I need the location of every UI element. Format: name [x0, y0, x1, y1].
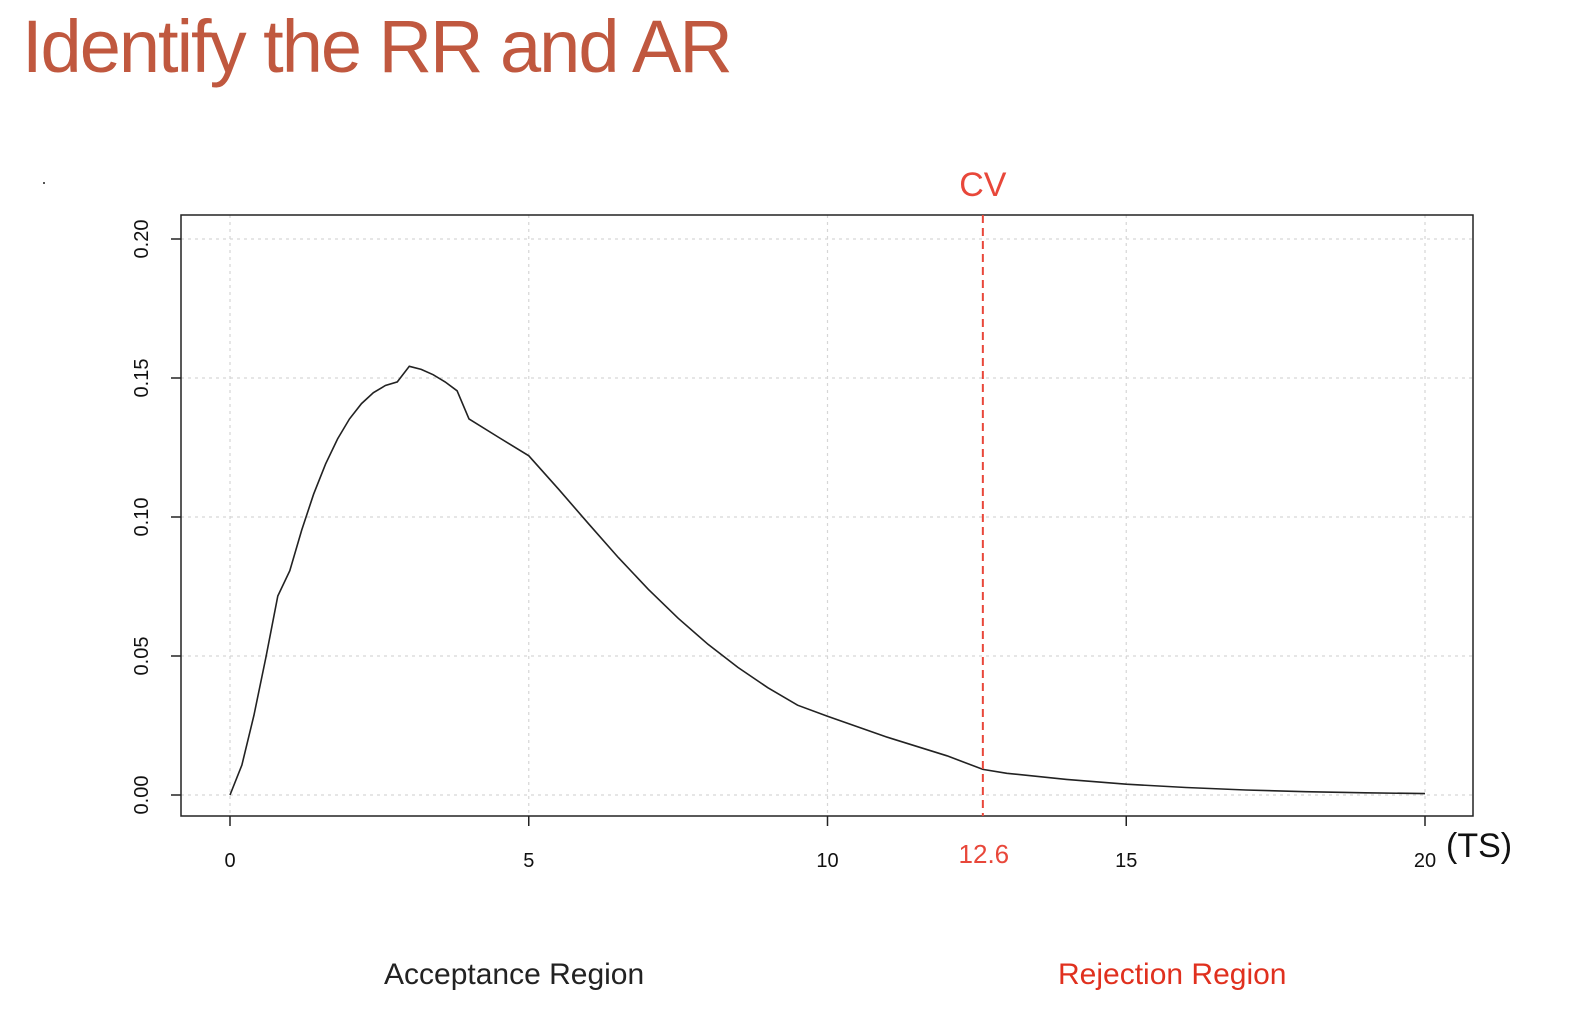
critical-value-label: CV [959, 166, 1007, 204]
slide-title: Identify the RR and AR [22, 5, 733, 88]
rejection-region-label: Rejection Region [1058, 958, 1287, 991]
x-tick-label: 15 [1115, 850, 1137, 872]
x-tick-label: 10 [816, 850, 838, 872]
y-tick-label: 0.20 [131, 220, 153, 259]
x-tick-label: 0 [224, 850, 235, 872]
axes: 0 5 10 15 20 0.00 0.05 0.10 0.15 0.20 [131, 220, 1436, 872]
critical-value-tick-label: 12.6 [959, 839, 1010, 869]
density-curve [229, 365, 1426, 796]
acceptance-region-label: Acceptance Region [384, 958, 645, 991]
y-tick-label: 0.10 [131, 498, 153, 537]
y-tick-label: 0.05 [131, 637, 153, 676]
stray-dot [43, 182, 45, 184]
x-tick-label: 20 [1414, 850, 1436, 872]
grid [181, 215, 1473, 816]
plot-frame [180, 214, 1474, 817]
x-axis-label: (TS) [1446, 827, 1512, 865]
y-tick-label: 0.00 [131, 776, 153, 815]
x-tick-label: 5 [523, 850, 534, 872]
y-tick-label: 0.15 [131, 359, 153, 398]
